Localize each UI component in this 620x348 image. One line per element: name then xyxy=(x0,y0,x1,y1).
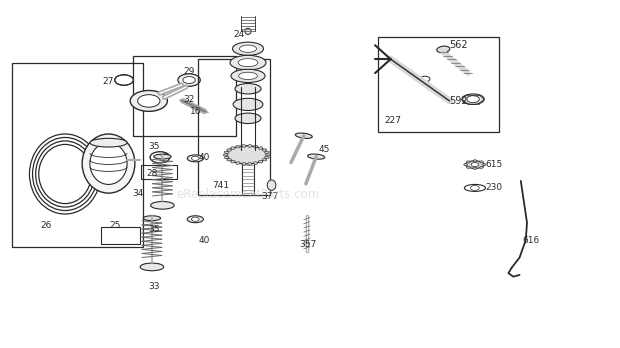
Ellipse shape xyxy=(245,28,251,34)
Ellipse shape xyxy=(242,163,246,165)
Ellipse shape xyxy=(262,159,267,161)
Ellipse shape xyxy=(226,146,268,164)
Ellipse shape xyxy=(90,138,127,147)
Ellipse shape xyxy=(223,154,228,156)
Circle shape xyxy=(138,95,160,107)
Circle shape xyxy=(471,185,479,190)
Circle shape xyxy=(178,74,200,86)
Ellipse shape xyxy=(224,156,229,158)
Circle shape xyxy=(482,164,486,166)
Text: 40: 40 xyxy=(199,153,210,162)
Ellipse shape xyxy=(466,161,484,168)
Circle shape xyxy=(473,160,477,162)
Circle shape xyxy=(471,163,479,167)
Bar xyxy=(12,63,143,247)
Bar xyxy=(141,165,177,179)
Ellipse shape xyxy=(236,162,240,164)
Text: 16: 16 xyxy=(190,107,202,116)
Text: 29: 29 xyxy=(184,67,195,76)
Ellipse shape xyxy=(267,180,276,190)
Text: 615: 615 xyxy=(485,160,503,169)
Circle shape xyxy=(473,167,477,169)
Ellipse shape xyxy=(143,216,161,221)
Ellipse shape xyxy=(265,151,270,153)
Circle shape xyxy=(480,161,484,163)
Ellipse shape xyxy=(227,149,231,151)
Text: eReplacementParts.com: eReplacementParts.com xyxy=(176,188,320,201)
Text: 35: 35 xyxy=(148,142,159,151)
Ellipse shape xyxy=(236,145,240,148)
Ellipse shape xyxy=(265,156,270,158)
Circle shape xyxy=(466,166,470,168)
Ellipse shape xyxy=(187,216,203,223)
Ellipse shape xyxy=(259,160,263,163)
Ellipse shape xyxy=(90,143,127,184)
Text: 592: 592 xyxy=(450,96,468,106)
Bar xyxy=(133,56,236,136)
Ellipse shape xyxy=(265,154,270,156)
Ellipse shape xyxy=(154,154,171,159)
Ellipse shape xyxy=(151,201,174,209)
Bar xyxy=(378,37,499,132)
Circle shape xyxy=(466,161,470,163)
Circle shape xyxy=(420,76,430,82)
Ellipse shape xyxy=(248,144,252,147)
Circle shape xyxy=(467,96,479,103)
Text: 34: 34 xyxy=(132,189,143,198)
Text: 741: 741 xyxy=(212,181,229,190)
Text: 227: 227 xyxy=(384,116,402,125)
Ellipse shape xyxy=(238,58,258,67)
Ellipse shape xyxy=(254,145,257,148)
Ellipse shape xyxy=(231,69,265,82)
Ellipse shape xyxy=(254,162,257,164)
Circle shape xyxy=(480,166,484,168)
Ellipse shape xyxy=(262,149,267,151)
Text: 33: 33 xyxy=(148,282,159,291)
Text: 35: 35 xyxy=(148,225,159,234)
Circle shape xyxy=(192,156,199,160)
Ellipse shape xyxy=(232,42,264,55)
Ellipse shape xyxy=(82,134,135,193)
Ellipse shape xyxy=(235,84,261,94)
Ellipse shape xyxy=(436,46,450,53)
Text: 26: 26 xyxy=(41,221,52,230)
Circle shape xyxy=(130,90,167,111)
Text: 24: 24 xyxy=(233,30,244,39)
Ellipse shape xyxy=(248,163,252,165)
Text: 377: 377 xyxy=(261,192,278,201)
Text: 32: 32 xyxy=(184,95,195,104)
Ellipse shape xyxy=(231,160,235,163)
Circle shape xyxy=(183,77,195,84)
Ellipse shape xyxy=(242,144,246,147)
Ellipse shape xyxy=(140,263,164,271)
Ellipse shape xyxy=(239,72,257,79)
Bar xyxy=(198,59,270,195)
Ellipse shape xyxy=(235,113,261,124)
Ellipse shape xyxy=(308,154,325,159)
Circle shape xyxy=(464,164,467,166)
Text: 230: 230 xyxy=(485,183,503,192)
Ellipse shape xyxy=(462,94,484,104)
Text: 25: 25 xyxy=(109,221,120,230)
Ellipse shape xyxy=(231,147,235,149)
Text: 27: 27 xyxy=(103,77,114,86)
Text: 28: 28 xyxy=(146,169,157,179)
Ellipse shape xyxy=(233,98,263,111)
Ellipse shape xyxy=(239,45,257,52)
Ellipse shape xyxy=(295,133,312,139)
Text: 562: 562 xyxy=(450,40,468,49)
Ellipse shape xyxy=(224,151,229,153)
Bar xyxy=(101,227,140,244)
Ellipse shape xyxy=(187,155,203,162)
Text: 45: 45 xyxy=(319,145,330,154)
Ellipse shape xyxy=(259,147,263,149)
Ellipse shape xyxy=(227,159,231,161)
Text: 40: 40 xyxy=(199,236,210,245)
Ellipse shape xyxy=(230,55,266,70)
Text: 357: 357 xyxy=(299,240,316,249)
Circle shape xyxy=(192,217,199,221)
Text: 616: 616 xyxy=(522,236,539,245)
